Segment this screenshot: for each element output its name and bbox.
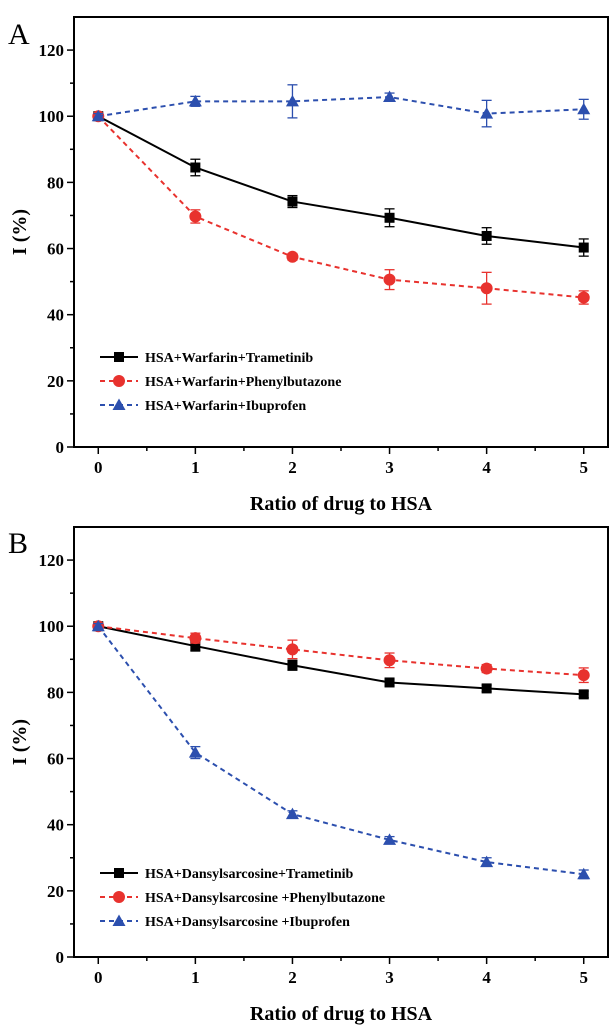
series-line: [98, 96, 584, 118]
data-point: [577, 102, 591, 115]
data-point: [481, 683, 492, 694]
series-2: [92, 620, 590, 684]
x-tick-label: 4: [482, 968, 491, 987]
y-tick-label: 0: [56, 438, 65, 457]
x-tick-label: 4: [482, 458, 491, 477]
data-point: [383, 654, 396, 667]
data-point: [577, 669, 590, 682]
series-line: [98, 625, 584, 696]
series-3: [91, 619, 591, 880]
legend-marker: [114, 868, 124, 878]
data-point: [91, 109, 105, 122]
y-axis-title: I (%): [9, 209, 31, 255]
y-tick-label: 60: [47, 750, 64, 769]
legend-label: HSA+Dansylsarcosine+Trametinib: [145, 867, 354, 882]
y-tick-label: 80: [47, 173, 64, 192]
data-point: [188, 94, 202, 107]
data-point: [190, 641, 201, 652]
data-point: [384, 212, 395, 223]
y-tick-label: 40: [47, 816, 64, 835]
data-point: [577, 291, 590, 304]
legend-marker: [114, 352, 124, 362]
data-point: [189, 632, 202, 645]
data-point: [189, 210, 202, 223]
legend-marker: [112, 398, 126, 410]
series-1: [93, 111, 589, 257]
x-tick-label: 3: [385, 968, 394, 987]
x-tick-label: 5: [579, 968, 588, 987]
legend: HSA+Warfarin+Trametinib HSA+Warfarin+Phen…: [100, 351, 341, 414]
y-tick-label: 20: [47, 372, 64, 391]
data-point: [577, 867, 591, 880]
data-point: [578, 689, 589, 700]
legend-label: HSA+Warfarin+Trametinib: [145, 351, 313, 366]
x-tick-label: 1: [191, 458, 200, 477]
x-tick-label: 0: [94, 968, 103, 987]
y-tick-label: 120: [39, 551, 65, 570]
data-point: [480, 107, 494, 119]
x-tick-label: 5: [579, 458, 588, 477]
data-point: [578, 242, 589, 253]
legend-label: HSA+Dansylsarcosine +Ibuprofen: [145, 915, 350, 930]
chart-panel-b: B 0 1 2 3 4 5 0 20 40 60 80 100 120 Ratio of drug to H…: [8, 526, 609, 1025]
data-point: [383, 273, 396, 286]
y-tick-label: 60: [47, 240, 64, 259]
data-point: [188, 746, 202, 758]
data-point: [285, 94, 299, 107]
legend-label: HSA+Warfarin+Phenylbutazone: [145, 375, 341, 390]
y-tick-label: 40: [47, 306, 64, 325]
series-line: [97, 115, 584, 249]
data-point: [287, 660, 298, 671]
data-point: [480, 282, 493, 295]
data-point: [190, 162, 201, 173]
x-axis-title: Ratio of drug to HSA: [250, 493, 433, 515]
data-point: [285, 807, 299, 820]
x-tick-label: 0: [94, 458, 103, 477]
chart-panel-a: A 0 1 2 3 4 5 0 20 40 60 80 100 120 Ratio of drug to H…: [8, 16, 609, 515]
data-point: [91, 619, 105, 632]
panel-label: B: [8, 527, 28, 560]
legend-marker: [112, 914, 126, 926]
x-tick-label: 3: [385, 458, 394, 477]
y-tick-label: 20: [47, 882, 64, 901]
data-point: [480, 855, 494, 868]
y-axis-title: I (%): [9, 719, 31, 765]
data-point: [383, 90, 397, 103]
series-line: [97, 625, 584, 876]
series-2: [92, 110, 590, 305]
y-tick-label: 0: [56, 948, 65, 967]
data-point: [383, 833, 397, 845]
x-axis-title: Ratio of drug to HSA: [250, 1003, 433, 1025]
legend-marker: [113, 375, 125, 387]
y-tick-label: 80: [47, 683, 64, 702]
data-point: [384, 677, 395, 688]
series-line: [98, 625, 584, 677]
data-point: [287, 196, 298, 207]
legend-label: HSA+Warfarin+Ibuprofen: [145, 399, 306, 414]
y-tick-label: 120: [39, 41, 65, 60]
legend-label: HSA+Dansylsarcosine +Phenylbutazone: [145, 891, 385, 906]
legend: HSA+Dansylsarcosine+Trametinib HSA+Dansyl…: [100, 867, 385, 930]
data-point: [480, 662, 493, 675]
x-tick-label: 1: [191, 968, 200, 987]
legend-marker: [113, 891, 125, 903]
series-line: [97, 115, 584, 299]
data-point: [286, 643, 299, 656]
x-tick-label: 2: [288, 968, 297, 987]
panel-label: A: [8, 18, 30, 51]
x-tick-label: 2: [288, 458, 297, 477]
series-3: [91, 84, 591, 128]
series-1: [93, 621, 589, 700]
y-tick-label: 100: [39, 617, 65, 636]
data-point: [286, 250, 299, 263]
y-tick-label: 100: [39, 107, 65, 126]
data-point: [481, 230, 492, 241]
